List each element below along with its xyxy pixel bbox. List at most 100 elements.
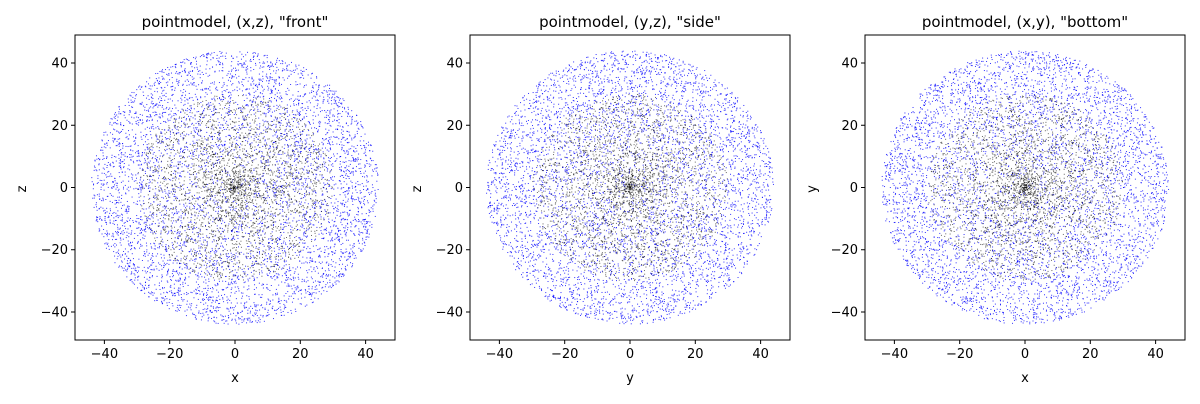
scatter-point (323, 229, 325, 231)
scatter-point (310, 77, 312, 79)
scatter-point (196, 127, 198, 129)
scatter-point (242, 116, 244, 118)
scatter-point (263, 320, 265, 322)
scatter-point (340, 170, 342, 172)
scatter-point (223, 127, 225, 129)
scatter-point (170, 208, 172, 210)
scatter-point (297, 95, 299, 97)
scatter-point (216, 282, 218, 284)
scatter-point (234, 274, 236, 276)
scatter-point (270, 266, 272, 268)
scatter-point (138, 122, 140, 124)
scatter-point (289, 266, 291, 268)
scatter-point (150, 176, 152, 178)
scatter-point (194, 114, 196, 116)
scatter-point (244, 281, 246, 283)
scatter-point (118, 108, 120, 110)
scatter-point (241, 319, 243, 321)
scatter-point (271, 63, 273, 65)
scatter-point (266, 61, 268, 63)
scatter-point (218, 303, 220, 305)
scatter-point (289, 70, 291, 72)
scatter-point (347, 151, 349, 153)
scatter-point (190, 110, 192, 112)
scatter-point (181, 151, 183, 153)
scatter-point (207, 184, 209, 186)
scatter-point (195, 128, 197, 130)
scatter-point (327, 109, 329, 111)
scatter-point (203, 260, 205, 262)
scatter-point (351, 137, 353, 139)
scatter-point (166, 187, 168, 189)
scatter-point (361, 213, 363, 215)
scatter-point (278, 153, 280, 155)
scatter-point (118, 111, 120, 113)
scatter-point (232, 229, 234, 231)
scatter-point (334, 233, 336, 235)
scatter-point (189, 183, 191, 185)
scatter-point (178, 132, 180, 134)
scatter-point (214, 284, 216, 286)
scatter-point (295, 144, 297, 146)
scatter-point (151, 97, 153, 99)
scatter-point (299, 83, 301, 85)
scatter-point (177, 238, 179, 240)
scatter-point (94, 159, 96, 161)
scatter-point (368, 233, 370, 235)
scatter-point (299, 152, 301, 154)
scatter-point (219, 298, 221, 300)
scatter-point (132, 221, 134, 223)
scatter-point (213, 97, 215, 99)
scatter-point (178, 216, 180, 218)
scatter-point (328, 102, 330, 104)
scatter-point (324, 228, 326, 230)
scatter-point (297, 276, 299, 278)
scatter-point (156, 136, 158, 138)
scatter-point (117, 190, 119, 192)
scatter-point (349, 253, 351, 255)
scatter-point (303, 213, 305, 215)
scatter-point (112, 161, 114, 163)
scatter-point (191, 237, 193, 239)
scatter-point (128, 257, 130, 259)
scatter-point (106, 195, 108, 197)
scatter-point (313, 190, 315, 192)
scatter-point (155, 188, 157, 190)
scatter-point (357, 221, 359, 223)
scatter-point (343, 161, 345, 163)
scatter-point (204, 308, 206, 310)
scatter-point (133, 117, 135, 119)
scatter-point (153, 242, 155, 244)
scatter-point (129, 265, 131, 267)
scatter-point (150, 115, 152, 117)
scatter-point (230, 302, 232, 304)
scatter-point (324, 116, 326, 118)
scatter-point (300, 178, 302, 180)
scatter-point (310, 164, 312, 166)
scatter-point (275, 191, 277, 193)
scatter-point (175, 206, 177, 208)
scatter-point (332, 179, 334, 181)
scatter-point (148, 185, 150, 187)
scatter-point (306, 229, 308, 231)
scatter-point (267, 105, 269, 107)
scatter-point (140, 131, 142, 133)
scatter-point (245, 205, 247, 207)
scatter-point (109, 200, 111, 202)
scatter-point (205, 168, 207, 170)
scatter-point (338, 274, 340, 276)
scatter-point (286, 110, 288, 112)
scatter-point (296, 254, 298, 256)
scatter-point (225, 238, 227, 240)
scatter-point (323, 217, 325, 219)
scatter-point (151, 179, 153, 181)
scatter-point (354, 216, 356, 218)
scatter-point (99, 216, 101, 218)
scatter-point (302, 225, 304, 227)
scatter-point (167, 98, 169, 100)
scatter-point (357, 157, 359, 159)
scatter-point (227, 73, 229, 75)
scatter-point (217, 229, 219, 231)
scatter-point (311, 72, 313, 74)
scatter-point (214, 70, 216, 72)
